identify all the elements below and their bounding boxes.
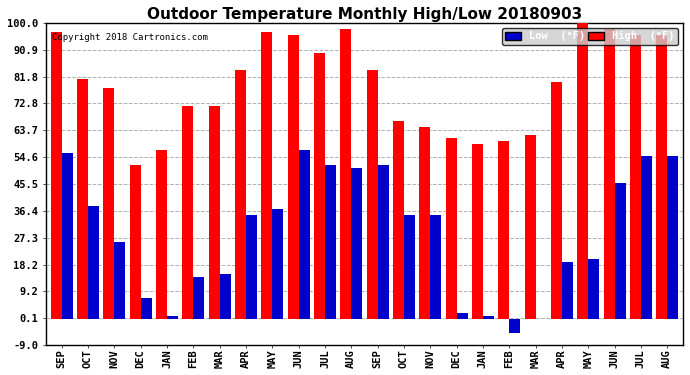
Bar	[420, 126, 431, 318]
Bar	[562, 262, 573, 318]
Bar	[235, 70, 246, 318]
Bar	[314, 53, 325, 318]
Bar	[208, 106, 219, 318]
Bar	[667, 156, 678, 318]
Bar	[498, 141, 509, 318]
Bar	[182, 106, 193, 318]
Bar	[262, 32, 273, 318]
Bar	[50, 32, 61, 318]
Bar	[246, 215, 257, 318]
Text: Copyright 2018 Cartronics.com: Copyright 2018 Cartronics.com	[52, 33, 208, 42]
Bar	[115, 242, 126, 318]
Bar	[219, 274, 230, 318]
Bar	[551, 82, 562, 318]
Bar	[156, 150, 167, 318]
Bar	[193, 277, 204, 318]
Bar	[604, 29, 615, 318]
Bar	[88, 206, 99, 318]
Bar	[630, 35, 641, 318]
Bar	[656, 35, 667, 318]
Bar	[457, 313, 468, 318]
Bar	[366, 70, 377, 318]
Bar	[325, 165, 336, 318]
Bar	[615, 183, 626, 318]
Legend: Low  (°F), High  (°F): Low (°F), High (°F)	[502, 28, 678, 45]
Bar	[377, 165, 388, 318]
Title: Outdoor Temperature Monthly High/Low 20180903: Outdoor Temperature Monthly High/Low 201…	[147, 7, 582, 22]
Bar	[340, 29, 351, 318]
Bar	[77, 79, 88, 318]
Bar	[61, 153, 72, 318]
Bar	[273, 209, 284, 318]
Bar	[104, 88, 115, 318]
Bar	[299, 150, 310, 318]
Bar	[393, 121, 404, 318]
Bar	[641, 156, 652, 318]
Bar	[141, 298, 152, 318]
Bar	[288, 35, 299, 318]
Bar	[446, 138, 457, 318]
Bar	[509, 318, 520, 333]
Bar	[404, 215, 415, 318]
Bar	[130, 165, 141, 318]
Bar	[578, 17, 589, 318]
Bar	[524, 135, 535, 318]
Bar	[589, 260, 600, 318]
Bar	[351, 168, 362, 318]
Bar	[431, 215, 442, 318]
Bar	[167, 316, 178, 318]
Bar	[483, 316, 494, 318]
Bar	[472, 144, 483, 318]
